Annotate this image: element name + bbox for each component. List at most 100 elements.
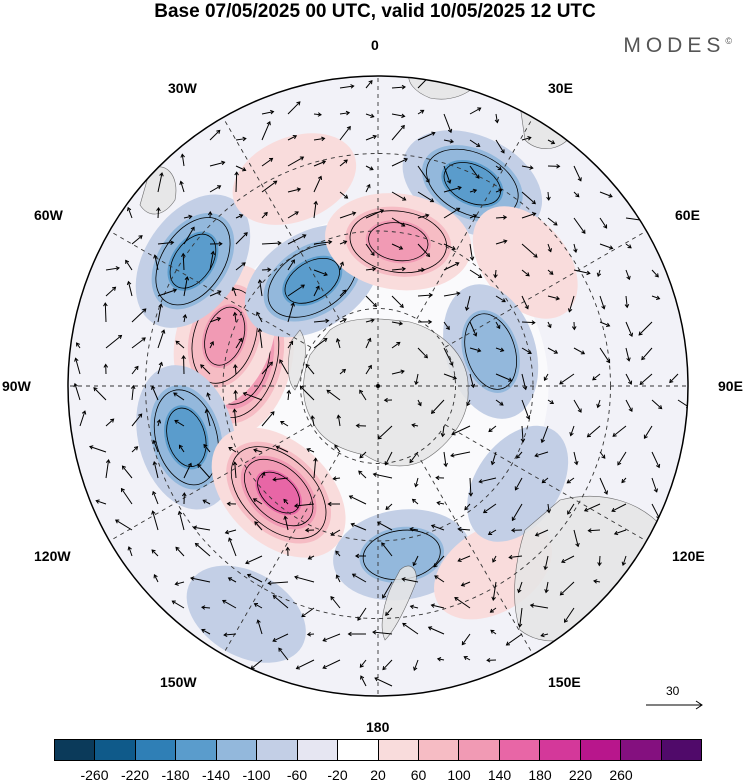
wind-vector-head: [367, 337, 372, 342]
wind-vector: [391, 86, 406, 89]
wind-vector-head: [463, 656, 468, 660]
wind-vector: [625, 399, 633, 412]
wind-vector: [351, 523, 367, 531]
wind-vector: [495, 113, 498, 123]
wind-vector: [207, 392, 211, 401]
wind-vector-head: [95, 499, 100, 504]
wind-vector-head: [335, 574, 340, 579]
wind-vector-head: [216, 129, 221, 134]
wind-vector-head: [348, 495, 354, 500]
wind-vector: [197, 464, 211, 479]
wind-vector: [495, 321, 501, 329]
wind-vector-head: [323, 271, 328, 277]
negative-anomaly: [441, 159, 504, 208]
wind-vector-head: [228, 537, 233, 542]
wind-vector-head: [669, 378, 674, 384]
wind-vector-head: [200, 364, 205, 369]
wind-vector: [638, 321, 653, 336]
wind-vector-head: [491, 596, 496, 601]
wind-vector-head: [543, 565, 548, 571]
wind-vector: [235, 165, 246, 171]
wind-vector: [391, 191, 406, 201]
colorbar-swatch: [418, 740, 460, 760]
wind-vector-head: [475, 174, 480, 179]
wind-vector-head: [447, 128, 453, 134]
wind-vector-head: [396, 341, 401, 346]
wind-vector: [339, 240, 347, 245]
wind-vector-head: [103, 363, 109, 368]
wind-vector: [466, 295, 471, 311]
wind-vector-head: [628, 407, 633, 413]
wind-vector: [105, 459, 110, 479]
wind-vector-head: [587, 528, 592, 533]
wind-vector: [651, 477, 658, 493]
wind-vector-head: [611, 507, 616, 512]
wind-vector: [180, 181, 185, 193]
wind-vector: [131, 385, 134, 401]
wind-vector-head: [178, 444, 183, 449]
wind-vector: [131, 413, 143, 427]
colorbar-swatch: [621, 740, 662, 760]
wind-vector: [287, 101, 301, 115]
wind-vector-head: [626, 275, 631, 281]
wind-vector-head: [472, 214, 478, 219]
polar-stereographic-map: [67, 75, 689, 697]
wind-vector-head: [367, 364, 372, 370]
wind-vector: [93, 387, 107, 401]
wind-vector-head: [299, 156, 305, 161]
wind-vector: [313, 160, 326, 167]
wind-vector: [651, 295, 660, 300]
wind-vector-head: [233, 389, 238, 394]
wind-vector: [625, 321, 633, 337]
wind-vector: [495, 347, 504, 352]
wind-vector: [131, 446, 138, 453]
wind-vector: [287, 341, 293, 349]
wind-vector-head: [492, 558, 497, 563]
wind-vector: [296, 659, 315, 670]
wind-vector-head: [360, 675, 365, 680]
wind-vector: [412, 555, 419, 566]
wind-vector: [234, 390, 237, 401]
wind-vector-head: [182, 314, 188, 319]
wind-vector-head: [593, 579, 598, 584]
wind-vector: [151, 386, 159, 401]
wind-vector: [469, 477, 472, 496]
wind-vector-head: [254, 521, 259, 526]
wind-vector: [305, 364, 315, 375]
wind-vector: [573, 269, 590, 274]
wind-vector: [294, 576, 315, 583]
wind-vector-head: [81, 410, 87, 415]
wind-vector-head: [127, 546, 132, 551]
wind-vector-head: [175, 546, 180, 551]
wind-vector: [488, 529, 497, 535]
wind-vector: [669, 373, 679, 383]
wind-vector-head: [204, 408, 210, 414]
wind-vector: [454, 597, 471, 609]
wind-vector-head: [464, 306, 470, 312]
colorbar-swatch: [95, 740, 136, 760]
wind-vector-head: [74, 357, 79, 362]
wind-vector-head: [500, 347, 505, 352]
wind-vector-head: [574, 460, 579, 466]
wind-vector: [521, 165, 533, 169]
wind-vector-head: [553, 221, 558, 226]
wind-vector-head: [358, 470, 363, 475]
wind-vector: [377, 425, 393, 440]
wind-vector: [365, 243, 375, 256]
brand-mark: ©: [725, 36, 732, 46]
wind-vector-head: [307, 555, 312, 560]
wind-vector: [201, 629, 211, 635]
wind-vector-head: [283, 515, 288, 520]
wind-vector-head: [379, 209, 385, 214]
wind-vector-head: [534, 452, 539, 458]
wind-vector-head: [478, 479, 483, 484]
colorbar: [54, 739, 702, 761]
wind-vector: [547, 269, 554, 275]
wind-vector: [339, 191, 348, 199]
wind-vector-head: [315, 285, 320, 290]
wind-vector-head: [550, 140, 556, 145]
wind-vector: [105, 267, 120, 271]
wind-vector: [521, 399, 530, 419]
wind-vector: [599, 347, 611, 363]
lon-label-30e: 30E: [548, 80, 573, 96]
